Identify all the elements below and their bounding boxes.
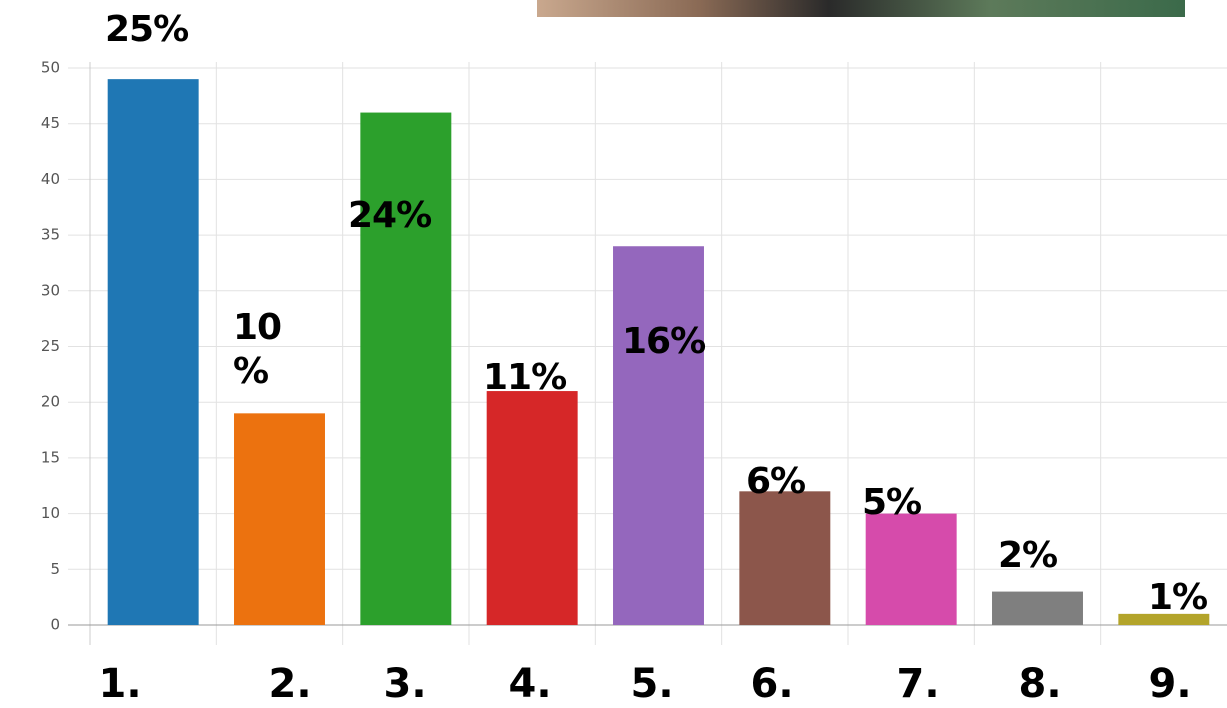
x-tick-label: 7.	[896, 661, 939, 707]
x-tick-label: 6.	[750, 661, 793, 707]
bar-annotation: 25%	[105, 9, 189, 50]
bar	[234, 413, 325, 625]
bar-annotation: 16%	[622, 321, 706, 362]
y-tick-label: 20	[41, 393, 60, 411]
x-tick-label: 1.	[98, 661, 141, 707]
y-tick-label: 10	[41, 504, 60, 522]
bar-annotation: 6%	[746, 461, 806, 502]
y-tick-label: 0	[50, 616, 60, 634]
bar	[865, 513, 957, 625]
bar-annotation: 2%	[998, 535, 1058, 576]
bar	[360, 112, 452, 625]
bar	[1118, 613, 1210, 625]
x-tick-label: 2.	[268, 661, 311, 707]
y-tick-label: 15	[41, 448, 60, 466]
x-tick-label: 4.	[508, 661, 551, 707]
y-tick-label: 30	[41, 281, 60, 299]
y-tick-label: 5	[50, 560, 60, 578]
bar	[992, 591, 1083, 625]
y-tick-label: 50	[41, 59, 60, 77]
x-tick-label: 9.	[1148, 661, 1191, 707]
y-tick-label: 45	[41, 114, 60, 132]
x-tick-label: 8.	[1018, 661, 1061, 707]
bar	[107, 79, 199, 625]
bar-annotation: 24%	[348, 195, 432, 236]
photo-strip	[537, 0, 1185, 17]
y-tick-label: 25	[41, 337, 60, 355]
bar	[613, 246, 704, 626]
bar	[739, 491, 831, 625]
x-tick-label: 5.	[630, 661, 673, 707]
bar-annotation: 5%	[862, 482, 922, 523]
bar-annotation: 11%	[483, 357, 567, 398]
y-tick-label: 40	[41, 170, 60, 188]
y-tick-label: 35	[41, 226, 60, 244]
bar	[486, 391, 578, 625]
bar-annotation: 1%	[1148, 577, 1208, 618]
x-tick-label: 3.	[383, 661, 426, 707]
bar-annotation: 10 %	[233, 307, 282, 392]
